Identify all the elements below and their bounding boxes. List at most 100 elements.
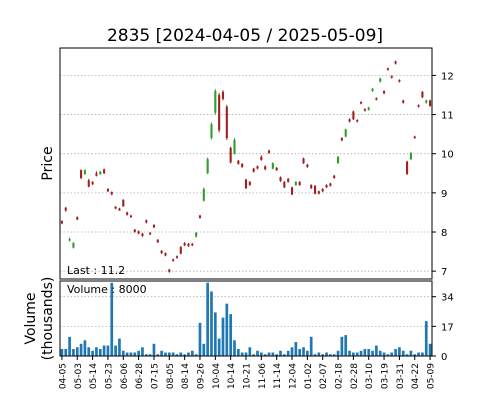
candle-down [363,109,366,111]
date-tick-label: 03-19 [381,363,391,389]
candle-up [68,239,71,241]
candle-down [386,68,389,70]
candle-down [103,169,106,174]
volume-bar [137,350,140,356]
candle-up [210,124,213,139]
date-tick-label: 03-10 [365,363,375,389]
price-axis-ticks: 7 8 9 10 11 12 [432,71,454,278]
volume-bar [183,354,186,356]
date-axis-ticks: 04-05 05-03 05-14 05-23 06-06 06-28 07-15 08-05… [58,356,437,389]
price-panel-frame [59,47,433,280]
candle-down [248,181,251,186]
volume-bar [248,347,252,356]
volume-bar [87,347,91,356]
volume-bar [275,354,279,356]
volume-bar [221,317,225,356]
volume-bars [60,282,432,356]
volume-bar [202,343,206,356]
volume-annotation: Volume : 8000 [67,283,147,296]
candle-down [267,150,271,153]
date-tick-label: 05-14 [89,363,99,389]
candle-down [317,191,320,194]
candle-up [202,188,205,201]
volume-bar [129,352,133,356]
volume-bar [279,350,282,356]
date-tick-label: 10-21 [243,363,253,389]
candle-down [168,269,171,272]
candle-down [237,160,240,164]
candle-down [225,106,228,139]
volume-bar [332,354,336,356]
candle-down [172,259,175,261]
volume-bar [321,354,325,356]
date-tick-label: 08-05 [166,363,176,389]
volume-tick-label: 17 [441,322,454,333]
volume-bar [79,343,83,356]
volume-bar [152,343,156,356]
volume-bar [110,282,114,356]
volume-bar [421,352,424,356]
candle-down [137,231,140,234]
candle-down [290,187,294,195]
candle-up [379,78,382,82]
volume-bar [363,349,367,356]
volume-bar [125,352,129,356]
candle-down [106,188,109,192]
candle-down [175,256,179,258]
candle-down [394,61,397,64]
candle-down [244,179,248,189]
volume-bar [236,349,240,356]
volume-bar [187,352,190,356]
candle-down [118,208,121,211]
volume-bar [256,350,259,356]
candle-down [145,220,148,223]
candle-down [95,173,98,176]
volume-bar [121,350,125,356]
candle-down [179,246,182,254]
date-tick-label: 06-28 [135,363,145,389]
volume-bar [75,347,79,356]
volume-bar [283,354,286,356]
candle-down [114,206,117,209]
candle-up [336,156,340,164]
volume-bar [294,342,298,356]
date-tick-label: 11-14 [273,363,283,389]
volume-bar [118,338,121,356]
candle-down [421,91,424,98]
volume-bar [302,347,305,356]
date-tick-label: 09-26 [196,363,206,389]
candle-down [152,224,156,228]
volume-bar [167,352,171,356]
volume-bar [171,352,175,356]
candle-down [383,91,386,94]
candle-up [425,100,428,103]
candle-up [195,232,198,237]
candle-down [198,215,202,218]
candle-up [294,181,297,186]
volume-bar [210,291,213,356]
volume-axis-label-units: (thousands) [40,277,56,361]
volume-bar [263,354,267,356]
candle-down [191,243,194,246]
volume-bar [141,347,144,356]
candle-down [129,215,133,218]
volume-bar [355,352,359,356]
volume-bar [114,345,117,356]
candle-down [183,242,186,246]
volume-bar [267,352,271,356]
candle-down [76,217,79,220]
candle-up [72,242,75,248]
candle-down [310,185,313,189]
candle-down [133,229,136,233]
candle-up [344,129,347,137]
volume-bar [317,352,321,356]
volume-bar [175,354,179,356]
volume-bar [95,347,98,356]
date-tick-label: 05-23 [104,363,114,389]
volume-bar [206,282,209,356]
candle-down [283,181,286,188]
date-tick-label: 04-22 [411,363,421,389]
volume-bar [394,349,397,356]
